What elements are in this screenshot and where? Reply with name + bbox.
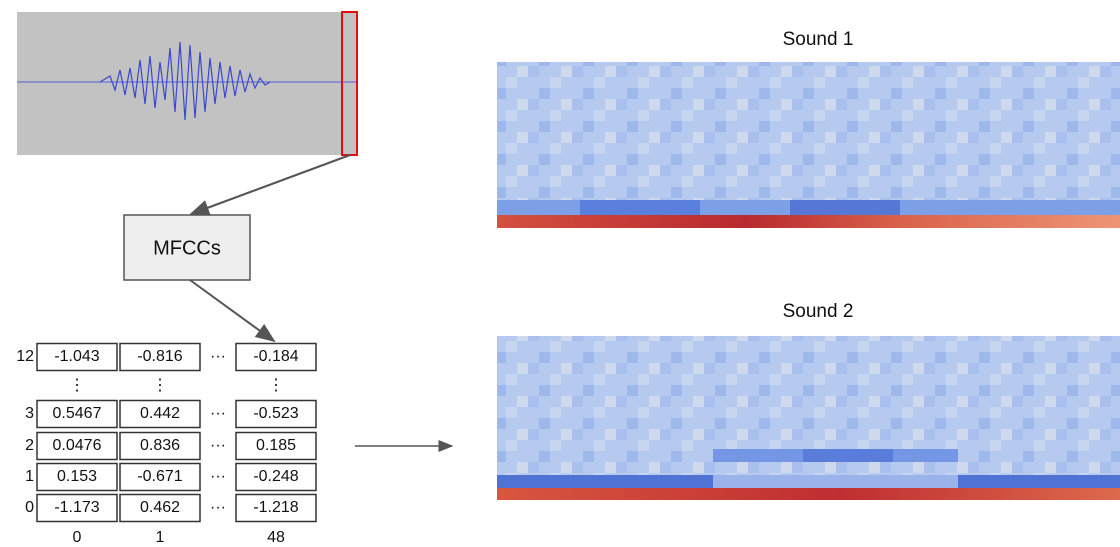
spectrogram-band xyxy=(497,488,1120,500)
cell-value: -1.173 xyxy=(54,499,99,516)
ellipsis: ··· xyxy=(210,468,226,485)
arrow xyxy=(191,155,350,214)
spectrogram-title: Sound 1 xyxy=(783,29,854,50)
ellipsis: ⋮ xyxy=(152,377,168,394)
cell-value: 0.5467 xyxy=(53,405,102,422)
ellipsis: ··· xyxy=(210,405,226,422)
cell-value: -0.248 xyxy=(253,468,298,485)
cell-value: 0.153 xyxy=(57,468,97,485)
row-label: 3 xyxy=(25,405,34,422)
arrow xyxy=(190,280,274,341)
cell-value: -0.671 xyxy=(137,468,182,485)
cell-value: -1.043 xyxy=(54,348,99,365)
row-label: 12 xyxy=(16,348,34,365)
spectrogram-title: Sound 2 xyxy=(783,301,854,322)
spectrogram xyxy=(497,62,1120,202)
column-label: 0 xyxy=(73,529,82,546)
ellipsis: ··· xyxy=(210,437,226,454)
cell-value: -1.218 xyxy=(253,499,298,516)
column-label: 1 xyxy=(156,529,165,546)
ellipsis: ⋮ xyxy=(268,377,284,394)
cell-value: 0.836 xyxy=(140,437,180,454)
cell-value: 0.185 xyxy=(256,437,296,454)
cell-value: 0.0476 xyxy=(53,437,102,454)
diagram: MFCCs Sound 1 Sound 2 12-1.043-0.816-0.1… xyxy=(0,0,1120,547)
row-label: 0 xyxy=(25,499,34,516)
cell-value: 0.442 xyxy=(140,405,180,422)
spectrogram-band xyxy=(497,215,1120,228)
spectrogram-band xyxy=(790,200,900,215)
spectrogram-band xyxy=(713,475,958,488)
row-label: 1 xyxy=(25,468,34,485)
ellipsis: ··· xyxy=(210,499,226,516)
spectrogram-band xyxy=(803,449,893,462)
ellipsis: ⋮ xyxy=(69,377,85,394)
row-label: 2 xyxy=(25,437,34,454)
column-label: 48 xyxy=(267,529,285,546)
ellipsis: ··· xyxy=(210,348,226,365)
spectrogram-band xyxy=(580,200,700,215)
cell-value: -0.184 xyxy=(253,348,298,365)
cell-value: -0.523 xyxy=(253,405,298,422)
cell-value: -0.816 xyxy=(137,348,182,365)
cell-value: 0.462 xyxy=(140,499,180,516)
mfcc-label: MFCCs xyxy=(153,237,221,259)
